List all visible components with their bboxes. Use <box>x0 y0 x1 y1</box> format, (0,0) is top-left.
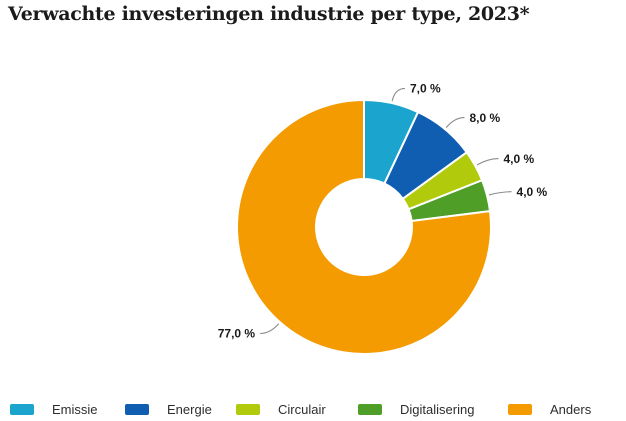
label-leader-line <box>445 117 465 128</box>
legend-label: Energie <box>167 401 212 417</box>
legend-label: Anders <box>550 401 592 417</box>
label-leader-line <box>488 191 512 196</box>
chart-title: Verwachte investeringen industrie per ty… <box>8 3 530 25</box>
legend-swatch-energie <box>125 403 149 415</box>
legend-label: Emissie <box>52 401 98 417</box>
legend-item-energie[interactable]: Energie <box>125 397 212 421</box>
legend-item-emissie[interactable]: Emissie <box>10 397 98 421</box>
chart-legend: Emissie Energie Circulair Digitalisering… <box>0 397 626 421</box>
legend-swatch-anders <box>508 403 532 415</box>
donut-svg: 7,0 % 8,0 % 4,0 % 4,0 % 77,0 % <box>218 82 548 355</box>
legend-label: Digitalisering <box>400 401 475 417</box>
legend-item-anders[interactable]: Anders <box>508 397 591 421</box>
slice-value-label-circulair: 4,0 % <box>503 152 534 166</box>
legend-swatch-digitalisering <box>358 403 382 415</box>
legend-item-circulair[interactable]: Circulair <box>236 397 326 421</box>
legend-label: Circulair <box>278 401 326 417</box>
legend-swatch-emissie <box>10 403 34 415</box>
label-leader-line <box>391 87 406 102</box>
slice-value-label-digitalisering: 4,0 % <box>517 185 548 199</box>
legend-item-digitalisering[interactable]: Digitalisering <box>358 397 474 421</box>
label-leader-line <box>260 323 280 335</box>
slice-value-label-emissie: 7,0 % <box>410 82 441 96</box>
slice-value-label-anders: 77,0 % <box>218 327 256 341</box>
slice-value-label-energie: 8,0 % <box>470 111 501 125</box>
donut-chart: 7,0 % 8,0 % 4,0 % 4,0 % 77,0 % <box>218 82 548 355</box>
slice-anders[interactable] <box>236 99 492 355</box>
label-leader-line <box>476 158 499 166</box>
legend-swatch-circulair <box>236 403 260 415</box>
